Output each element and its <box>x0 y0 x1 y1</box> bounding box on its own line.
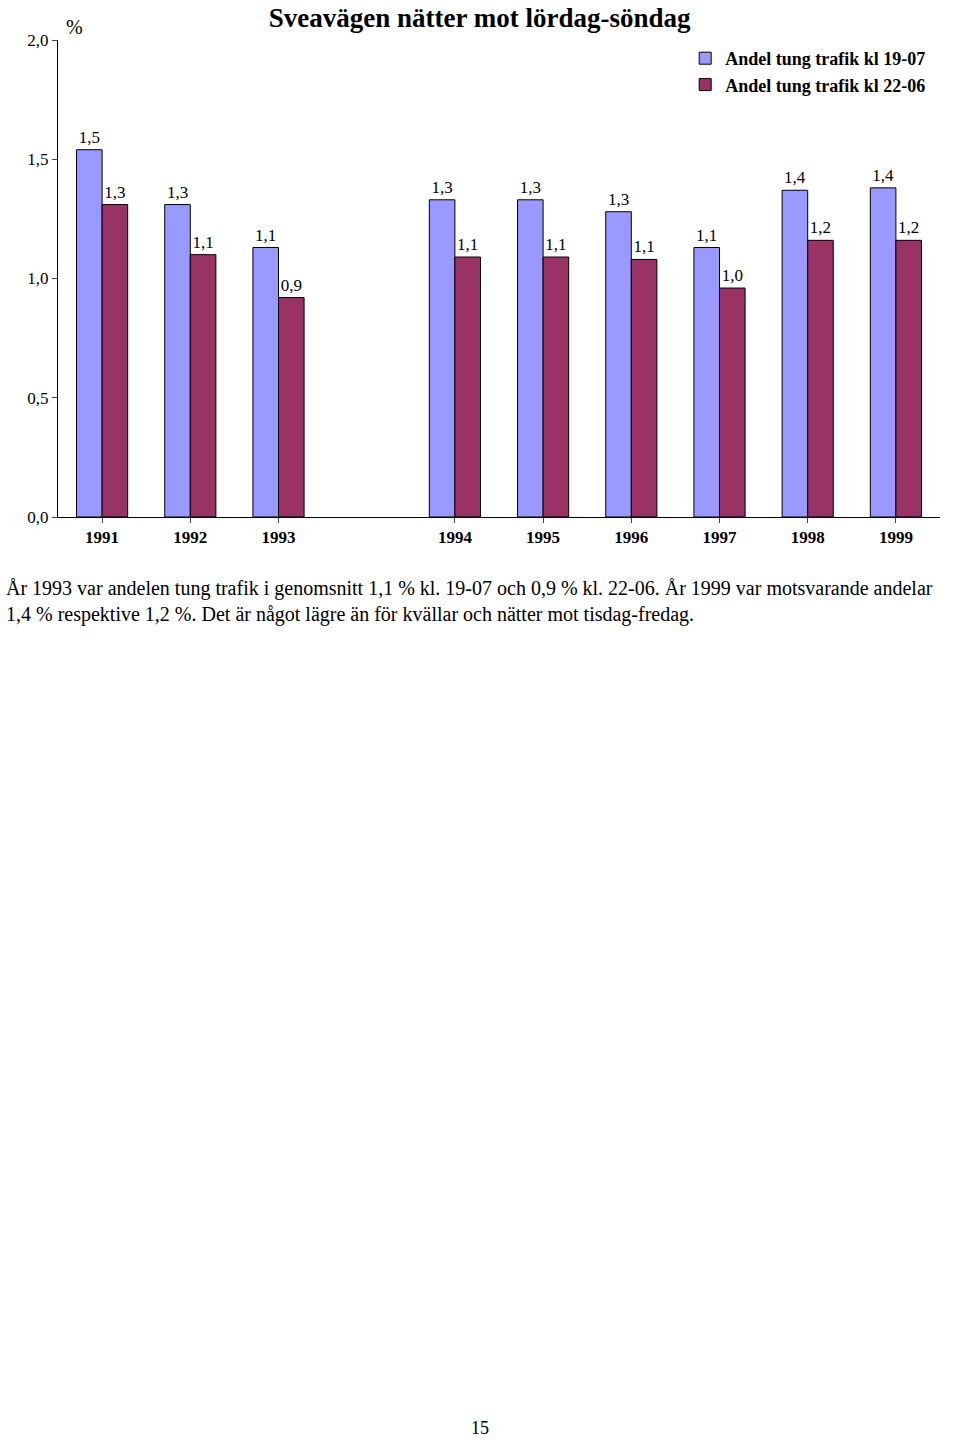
svg-text:1,2: 1,2 <box>898 218 919 237</box>
svg-text:1,3: 1,3 <box>104 183 125 202</box>
svg-text:1,1: 1,1 <box>633 237 654 256</box>
svg-text:1,1: 1,1 <box>696 226 717 245</box>
svg-text:1,2: 1,2 <box>810 218 831 237</box>
svg-text:Sveavägen nätter mot lördag-sö: Sveavägen nätter mot lördag-söndag <box>269 3 691 33</box>
svg-text:1995: 1995 <box>526 528 560 547</box>
svg-text:1,3: 1,3 <box>608 190 629 209</box>
html-text:15: 15 <box>471 1418 489 1438</box>
svg-text:1,1: 1,1 <box>457 235 478 254</box>
svg-text:1,1: 1,1 <box>545 235 566 254</box>
svg-text:1991: 1991 <box>85 528 119 547</box>
svg-text:Andel tung trafik kl 19-07: Andel tung trafik kl 19-07 <box>725 49 925 69</box>
svg-text:1,1: 1,1 <box>192 233 213 252</box>
svg-text:0,5: 0,5 <box>27 389 48 408</box>
svg-text:1,1: 1,1 <box>255 226 276 245</box>
svg-text:1996: 1996 <box>614 528 648 547</box>
svg-text:1,3: 1,3 <box>520 178 541 197</box>
svg-text:1,4: 1,4 <box>872 166 894 185</box>
svg-text:1998: 1998 <box>791 528 825 547</box>
svg-text:1997: 1997 <box>703 528 738 547</box>
svg-text:1999: 1999 <box>879 528 913 547</box>
svg-text:2,0: 2,0 <box>27 31 48 50</box>
svg-text:1,5: 1,5 <box>27 150 48 169</box>
svg-text:1,0: 1,0 <box>722 266 743 285</box>
svg-text:1,3: 1,3 <box>431 178 452 197</box>
svg-text:1,3: 1,3 <box>167 183 188 202</box>
svg-text:Andel tung trafik kl 22-06: Andel tung trafik kl 22-06 <box>725 76 925 96</box>
svg-text:%: % <box>66 16 83 38</box>
svg-text:1,4: 1,4 <box>784 168 806 187</box>
svg-text:1994: 1994 <box>438 528 473 547</box>
html-text:År 1993 var andelen tung trafi: År 1993 var andelen tung trafik i genoms… <box>6 577 933 625</box>
svg-text:0,9: 0,9 <box>281 276 302 295</box>
svg-text:1993: 1993 <box>262 528 296 547</box>
svg-text:1,0: 1,0 <box>27 269 48 288</box>
svg-text:1992: 1992 <box>173 528 207 547</box>
svg-text:1,5: 1,5 <box>79 128 100 147</box>
svg-text:0,0: 0,0 <box>27 508 48 527</box>
